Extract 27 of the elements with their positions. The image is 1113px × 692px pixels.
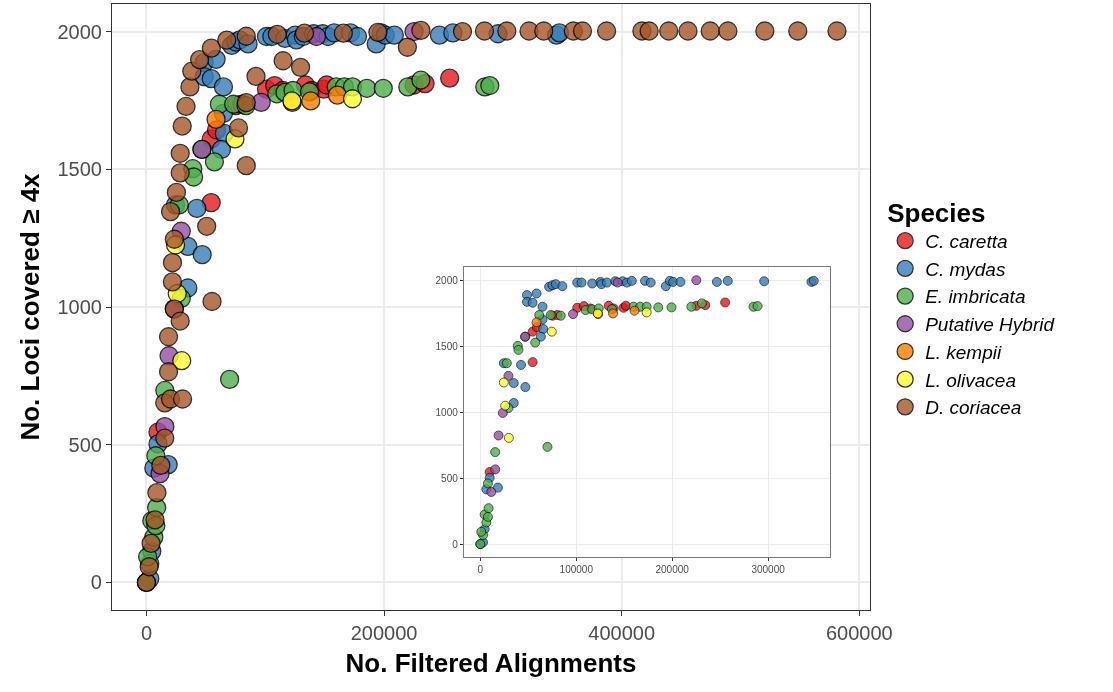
legend-label: L. kempii [925,341,1002,363]
legend-label: C. mydas [925,258,1006,280]
x-tick-label: 100000 [559,564,594,576]
legend-label: Putative Hybrid [925,314,1056,336]
y-tick-label: 2000 [435,274,459,286]
x-tick-label: 0 [477,564,484,576]
legend-title: Species [887,197,986,228]
x-tick-label: 400000 [588,622,656,645]
legend-label: E. imbricata [925,286,1026,308]
y-tick-label: 1000 [57,296,102,318]
y-tick-label: 500 [441,472,459,484]
legend-label: D. coriacea [925,397,1022,419]
x-axis-title: No. Filtered Alignments [345,647,637,678]
y-axis-title: No. Loci covered ≥ 4x [14,172,45,441]
y-tick-label: 500 [68,433,102,456]
x-tick-label: 200000 [655,564,690,576]
legend-label: L. olivacea [925,369,1016,391]
x-tick-label: 200000 [350,622,418,645]
x-tick-label: 600000 [825,622,893,645]
x-tick-label: 0 [140,622,153,645]
legend-label: C. caretta [925,231,1008,253]
y-tick-label: 1500 [57,158,102,181]
y-tick-label: 1500 [435,340,459,352]
y-tick-label: 1000 [435,406,459,418]
y-tick-label: 0 [452,538,459,550]
x-tick-label: 300000 [751,564,786,576]
y-tick-label: 2000 [57,20,102,43]
